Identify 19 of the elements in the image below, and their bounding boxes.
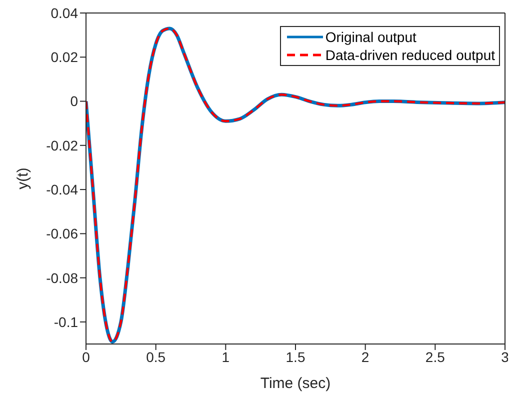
x-tick-label: 1.5 [286,348,306,365]
x-tick-label: 2.5 [425,348,446,365]
legend-label: Data-driven reduced output [325,46,495,64]
y-tick-label: 0 [70,93,78,110]
legend-label: Original output [325,28,416,46]
x-tick-label: 3 [501,348,510,365]
y-tick-label: -0.08 [46,270,78,286]
x-tick-label: 2 [361,348,370,365]
y-tick-label: 0.02 [50,49,78,66]
y-tick-label: 0.04 [50,4,78,21]
y-tick-label: -0.04 [46,182,78,198]
y-tick-label: -0.06 [46,226,78,242]
x-tick-label: 0.5 [146,348,166,365]
x-tick-label: 1 [222,348,230,365]
x-axis-title: Time (sec) [260,375,331,392]
y-tick-label: -0.02 [46,137,78,154]
x-tick-label: 0 [82,348,90,365]
y-tick-label: -0.1 [54,314,78,330]
y-axis-title: y(t) [14,168,32,190]
